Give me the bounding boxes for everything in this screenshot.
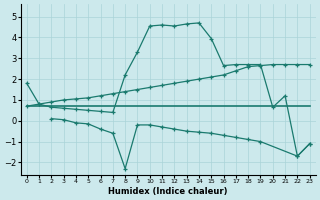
- X-axis label: Humidex (Indice chaleur): Humidex (Indice chaleur): [108, 187, 228, 196]
